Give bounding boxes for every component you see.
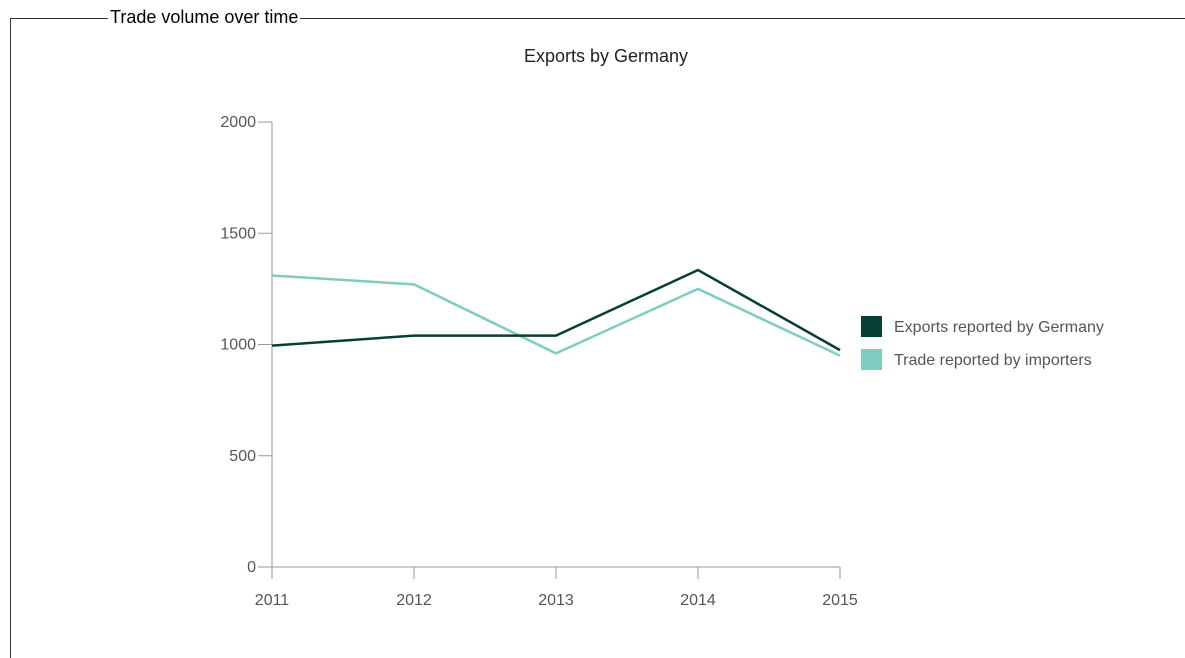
legend-swatch bbox=[861, 349, 882, 370]
y-tick-label: 500 bbox=[229, 448, 256, 465]
series-line-trade-importers bbox=[271, 274, 841, 357]
x-tick-label: 2012 bbox=[396, 592, 432, 609]
x-tick-label: 2011 bbox=[255, 592, 290, 609]
panel-title: Trade volume over time bbox=[108, 6, 301, 28]
legend-label: Exports reported by Germany bbox=[894, 319, 1104, 336]
chart-legend: Exports reported by Germany Trade reporte… bbox=[861, 316, 1104, 370]
series-line-exports-germany bbox=[271, 268, 841, 352]
y-tick-label: 1500 bbox=[220, 225, 256, 242]
x-tick-label: 2013 bbox=[538, 592, 574, 609]
chart-panel-frame bbox=[10, 18, 1185, 658]
chart-axes: 0 500 1000 1500 2000 2011 2012 2013 2014 2015 bbox=[220, 114, 857, 609]
y-tick-label: 0 bbox=[247, 559, 256, 576]
y-tick-label: 2000 bbox=[220, 114, 256, 131]
x-tick-label: 2014 bbox=[680, 592, 716, 609]
chart-title: Exports by Germany bbox=[524, 46, 688, 66]
legend-label: Trade reported by importers bbox=[894, 352, 1092, 369]
x-tick-label: 2015 bbox=[822, 592, 858, 609]
y-tick-label: 1000 bbox=[220, 337, 256, 354]
legend-swatch bbox=[861, 316, 882, 337]
chart-series-lines bbox=[271, 268, 841, 357]
